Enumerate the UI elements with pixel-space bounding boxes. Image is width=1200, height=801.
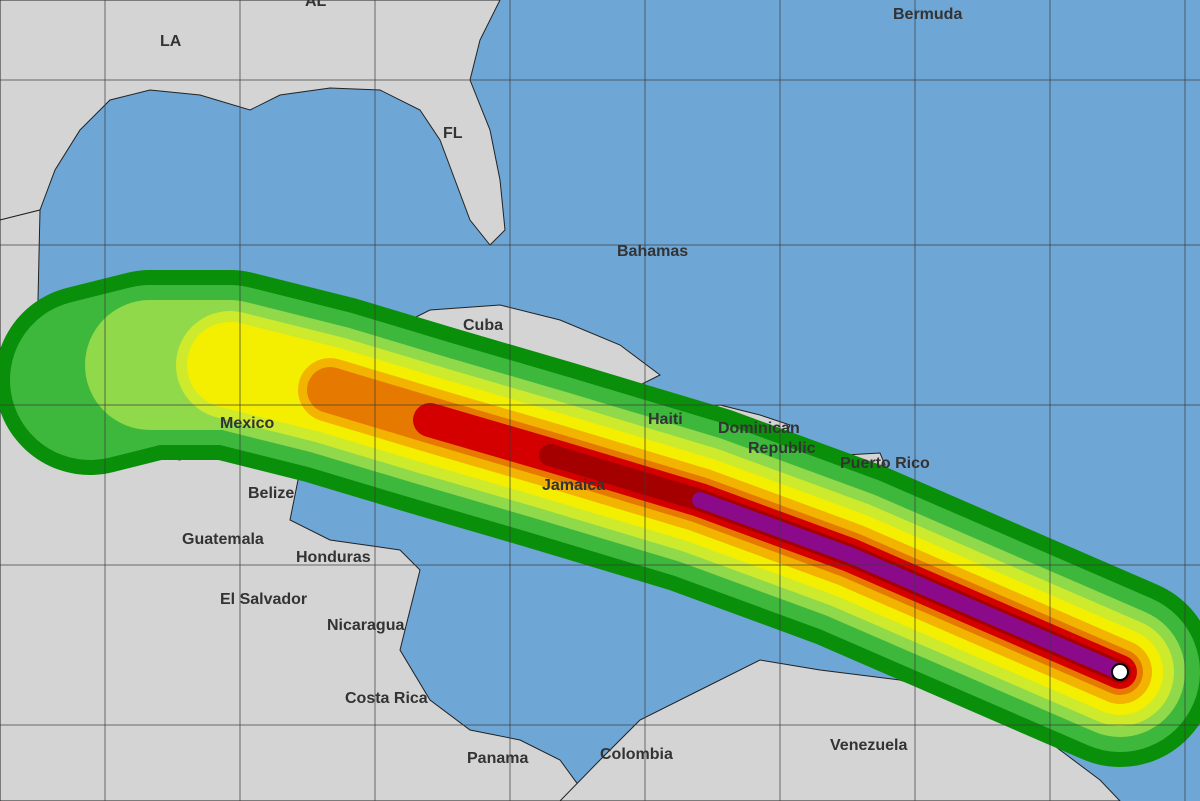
- label-el-salvador: El Salvador: [220, 591, 307, 608]
- label-venezuela: Venezuela: [830, 737, 907, 754]
- label-puerto-rico: Puerto Rico: [840, 455, 930, 472]
- label-honduras: Honduras: [296, 549, 371, 566]
- wind-swath: [0, 270, 1200, 767]
- label-la: LA: [160, 33, 182, 50]
- label-belize: Belize: [248, 485, 294, 502]
- label-guatemala: Guatemala: [182, 531, 264, 548]
- label-haiti: Haiti: [648, 411, 683, 428]
- label-fl: FL: [443, 125, 463, 142]
- storm-center-icon: [1111, 663, 1129, 681]
- label-colombia: Colombia: [600, 746, 673, 763]
- label-jamaica: Jamaica: [542, 477, 605, 494]
- label-dominican-republic-1: Dominican: [718, 420, 800, 437]
- label-dominican-republic-2: Republic: [748, 440, 816, 457]
- wind-band-9: [692, 492, 1128, 680]
- us-gulf-coast: [0, 0, 506, 246]
- label-bahamas: Bahamas: [617, 243, 688, 260]
- label-al: AL: [305, 0, 327, 10]
- map-labels: LA AL FL Bermuda Bahamas Cuba Mexico Bel…: [160, 0, 962, 767]
- label-cuba: Cuba: [463, 317, 503, 334]
- label-costa-rica: Costa Rica: [345, 690, 428, 707]
- label-nicaragua: Nicaragua: [327, 617, 404, 634]
- label-bermuda: Bermuda: [893, 6, 962, 23]
- label-mexico: Mexico: [220, 415, 274, 432]
- label-panama: Panama: [467, 750, 528, 767]
